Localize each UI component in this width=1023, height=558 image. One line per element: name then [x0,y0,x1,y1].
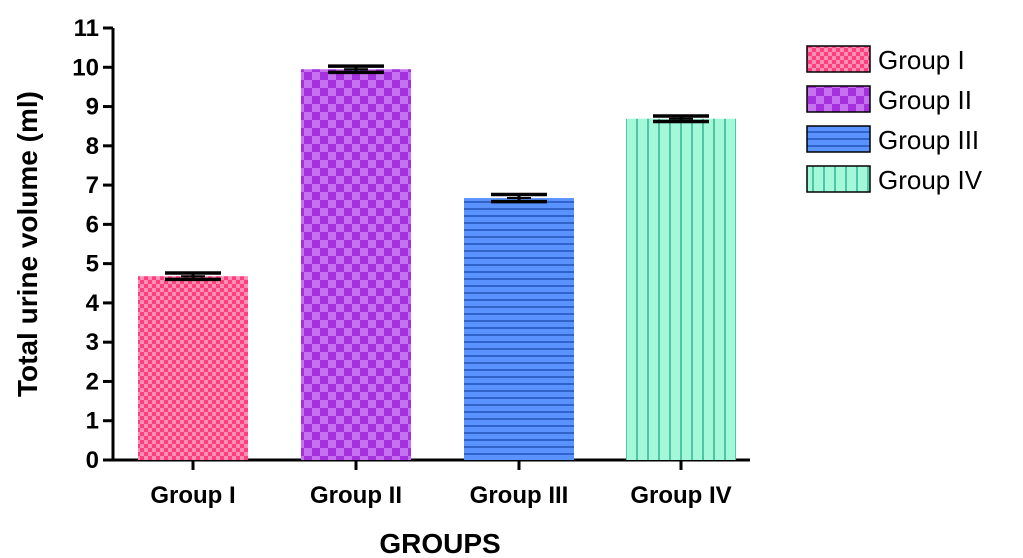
x-tick-label: Group I [150,482,235,509]
y-tick-label: 10 [72,54,99,81]
y-tick-label: 0 [86,447,99,474]
legend-item: Group III [806,125,979,155]
y-tick-label: 6 [86,211,99,238]
x-tick-label: Group II [310,482,402,509]
y-tick-label: 1 [86,408,99,435]
x-tick-label: Group III [470,482,569,509]
bar-group-iii [464,198,574,460]
error-bar [653,114,709,124]
y-tick-label: 9 [86,94,99,121]
y-tick-label: 3 [86,329,99,356]
x-tick-label: Group IV [630,482,731,509]
legend-item: Group II [806,85,972,115]
legend-swatch [806,45,871,73]
legend-label: Group III [878,125,979,155]
bar-group-ii [301,69,411,461]
y-tick-label: 2 [86,368,99,395]
bars [138,69,736,461]
bar-group-i [138,276,248,460]
legend-label: Group IV [878,165,983,195]
x-axis: Group I Group II Group III Group IV [112,458,750,509]
error-bars [165,64,709,282]
y-axis-title: Total urine volume (ml) [12,91,43,397]
y-tick-label: 8 [86,133,99,160]
legend-label: Group I [878,45,965,75]
y-tick-label: 5 [86,251,99,278]
legend-swatch [806,85,871,113]
legend-swatch [806,125,871,153]
error-bar [491,192,547,204]
y-tick-label: 4 [86,290,100,317]
bar-group-iv [626,118,736,460]
y-tick-label: 11 [74,15,99,42]
legend-item: Group I [806,45,965,75]
legend-label: Group II [878,85,972,115]
error-bar [165,271,221,282]
error-bar [328,64,384,75]
y-tick-label: 7 [86,172,99,199]
legend-swatch [806,165,871,193]
legend-item: Group IV [806,165,983,195]
x-axis-title: GROUPS [379,528,500,558]
y-axis: 0 1 2 3 4 5 6 7 8 9 10 11 [72,15,115,474]
legend: Group I Group II Group III Group IV [806,45,983,195]
